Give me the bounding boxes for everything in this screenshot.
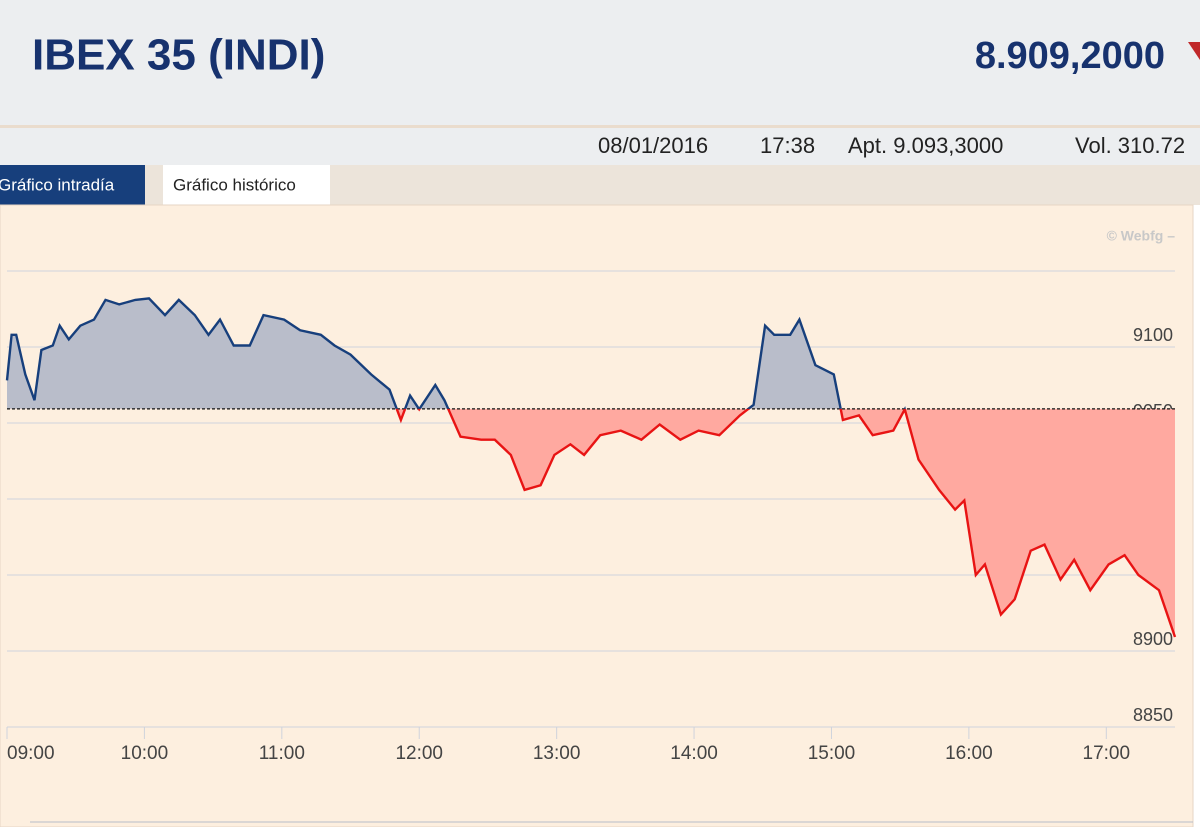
area-down <box>396 408 1175 637</box>
info-bg <box>0 128 1200 165</box>
date: 08/01/2016 <box>598 133 708 158</box>
x-tick-label: 15:00 <box>808 743 856 764</box>
tab[interactable] <box>163 165 330 205</box>
x-tick-label: 13:00 <box>533 743 581 764</box>
price-line-down <box>395 408 1177 638</box>
title: IBEX 35 (INDI) <box>32 31 325 80</box>
y-tick-label: 8900 <box>1133 629 1173 649</box>
y-tick-label: 9100 <box>1133 325 1173 345</box>
x-tick-label: 09:00 <box>7 743 55 764</box>
header-bg <box>0 0 1200 125</box>
tab-active[interactable] <box>0 165 145 205</box>
price: 8.909,2000 <box>975 35 1165 77</box>
x-tick-label: 16:00 <box>945 743 993 764</box>
volume: Vol. 310.72 <box>1075 133 1185 158</box>
open: Apt. 9.093,3000 <box>848 133 1003 158</box>
x-tick-label: 14:00 <box>670 743 718 764</box>
price-line-up <box>5 297 906 409</box>
divider <box>0 125 1200 128</box>
x-tick-label: 12:00 <box>395 743 443 764</box>
x-tick-label: 11:00 <box>259 743 305 764</box>
tab-label[interactable]: Gráfico histórico <box>173 175 296 194</box>
x-tick-label: 17:00 <box>1083 743 1131 764</box>
x-tick-label: 10:00 <box>121 743 169 764</box>
time: 17:38 <box>760 133 815 158</box>
tab-label[interactable]: Gráfico intradía <box>0 175 115 194</box>
down-arrow <box>1188 42 1200 60</box>
y-tick-label: 8850 <box>1133 705 1173 725</box>
area-up <box>7 298 1175 409</box>
watermark: © Webfg – <box>1107 228 1176 244</box>
